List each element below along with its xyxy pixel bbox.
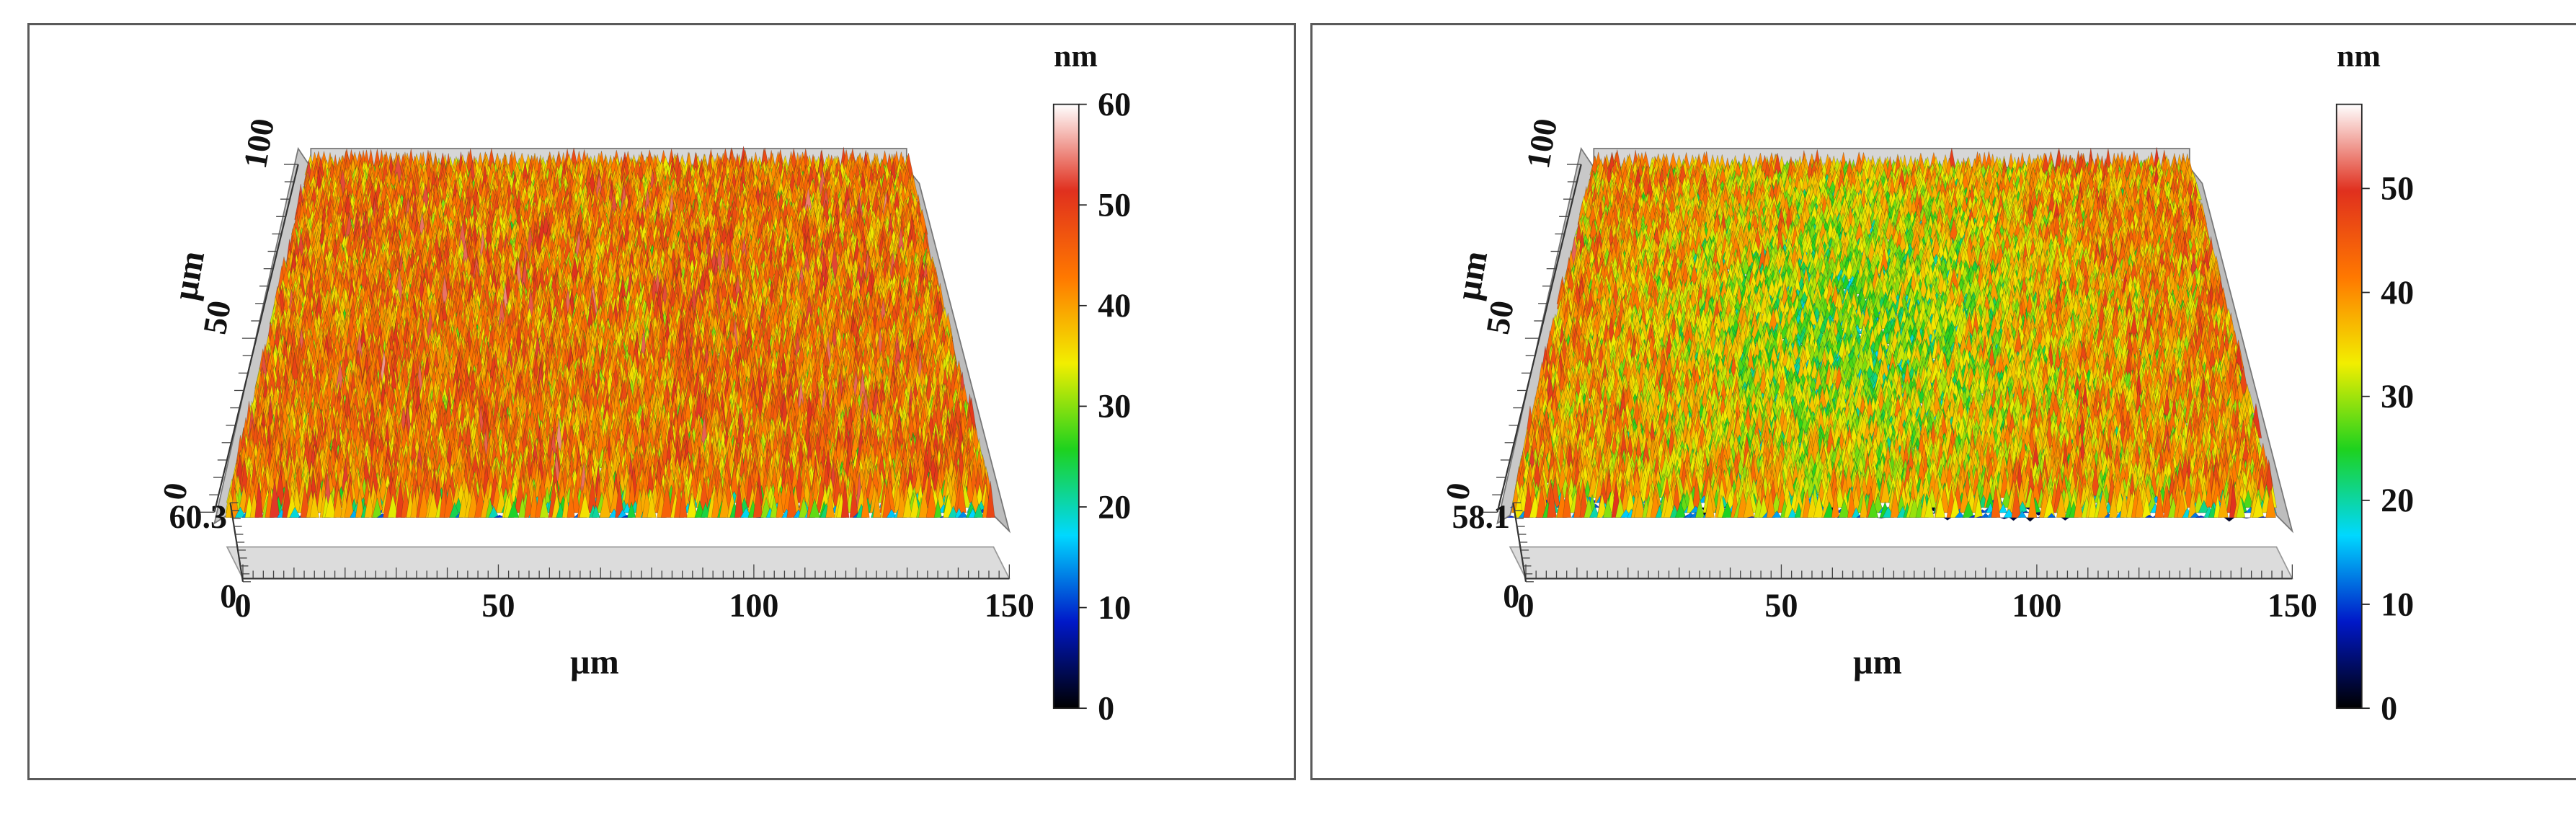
surface-plot-panel-1: 0 50 100 150 µm 60.3 0 0 50 100 µm 0 10 20 30 40 50 60 nm [27,23,1296,780]
colorbar-unit-label: nm [1054,39,1098,74]
surface-spikes [225,146,995,518]
x-axis: 0 50 100 150 µm [234,564,1034,681]
colorbar-tick-label: 40 [1098,287,1131,324]
x-tick-label: 100 [729,587,778,624]
z-axis: 60.30 [169,498,251,614]
y-axis: 0 50 100 µm [1439,116,1582,513]
colorbar-tick-label: 0 [2381,690,2397,727]
y-axis-label: µm [166,248,212,303]
colorbar-tick-label: 20 [2381,482,2414,518]
x-axis: 0 50 100 150 µm [1517,564,2317,681]
z-tick-label: 58.1 [1452,498,1511,535]
x-axis-label: µm [570,643,619,681]
colorbar-tick-label: 10 [2381,586,2414,622]
colorbar-tick-label: 30 [2381,378,2414,415]
y-axis: 0 50 100 µm [156,116,299,513]
colorbar-tick-label: 0 [1098,690,1114,727]
z-tick-label: 60.3 [169,498,228,535]
surface-spikes [1506,146,2277,522]
colorbar-tick-label: 50 [1098,187,1131,224]
front-base [226,546,1011,580]
y-tick-label: 100 [236,116,281,172]
x-tick-label: 100 [2012,587,2061,624]
y-tick-label: 50 [196,298,238,337]
x-axis-label: µm [1853,643,1902,681]
y-tick-label: 100 [1519,116,1564,172]
z-tick-label: 0 [1503,578,1519,614]
colorbar-unit-label: nm [2337,39,2381,74]
x-tick-label: 150 [2268,587,2317,624]
y-tick-label: 50 [1479,298,1521,337]
colorbar: 0 10 20 30 40 50 nm [2335,39,2414,727]
z-tick-label: 0 [220,578,236,614]
x-tick-label: 150 [985,587,1034,624]
surface-plot-panel-2: 0 50 100 150 µm 58.1 0 0 50 100 µm 0 10 20 30 40 50 nm [1310,23,2576,780]
colorbar-tick-label: 10 [1098,589,1131,626]
x-tick-label: 0 [1517,587,1534,624]
y-tick-label: 0 [156,480,195,503]
y-axis-label: µm [1449,248,1495,303]
y-tick-label: 0 [1439,480,1478,503]
colorbar-tick-label: 30 [1098,388,1131,425]
x-tick-label: 50 [481,587,515,624]
z-axis: 58.10 [1452,498,1534,614]
colorbar-tick-label: 50 [2381,170,2414,207]
x-tick-label: 0 [234,587,251,624]
x-tick-label: 50 [1764,587,1798,624]
colorbar-tick-label: 60 [1098,86,1131,123]
colorbar-tick-label: 20 [1098,488,1131,525]
colorbar-tick-label: 40 [2381,274,2414,311]
front-base [1509,546,2293,580]
